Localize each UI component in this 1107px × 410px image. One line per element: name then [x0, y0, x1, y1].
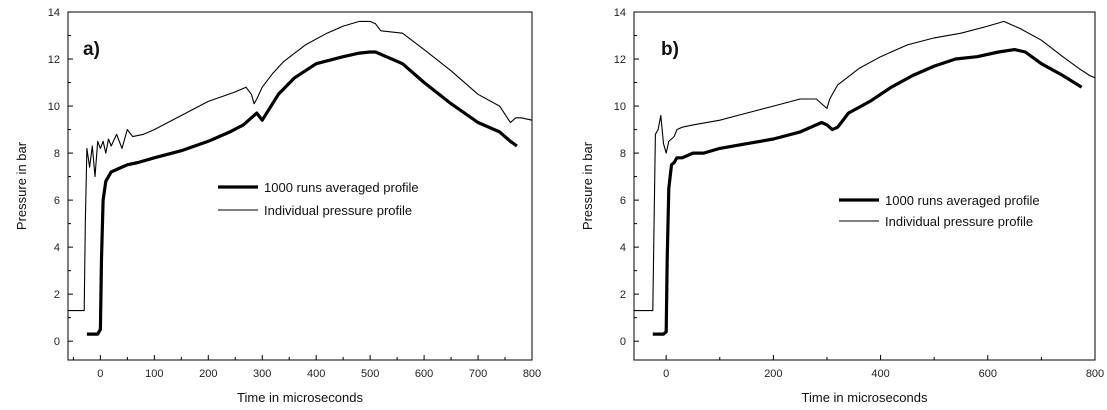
- series-line-individual: [634, 20, 1096, 312]
- y-tick-label: 8: [620, 148, 626, 160]
- legend-label: Individual pressure profile: [264, 203, 412, 218]
- panel-label: a): [83, 39, 100, 60]
- y-tick-label: 10: [48, 101, 60, 113]
- series-line-averaged: [652, 48, 1083, 336]
- y-tick-label: 6: [620, 195, 626, 207]
- x-tick-label: 0: [97, 368, 103, 380]
- y-axis-label: Pressure in bar: [580, 141, 595, 230]
- y-tick-label: 8: [54, 148, 60, 160]
- y-tick-label: 0: [54, 336, 60, 348]
- x-tick-label: 200: [199, 368, 217, 380]
- y-tick-label: 4: [620, 242, 626, 254]
- y-tick-label: 12: [48, 54, 60, 66]
- x-tick-label: 300: [253, 368, 271, 380]
- y-tick-label: 10: [614, 101, 626, 113]
- chart-b: 0 2 4 6 8 10 12 14 0 200 400 600 800 Time in microsec…: [580, 7, 1104, 405]
- series-line-individual: [68, 20, 533, 312]
- legend-label: Individual pressure profile: [885, 214, 1033, 229]
- x-axis-label: Time in microseconds: [237, 390, 363, 405]
- x-tick-label: 600: [415, 368, 433, 380]
- series-line-averaged: [86, 50, 518, 336]
- y-tick-label: 2: [620, 289, 626, 301]
- y-tick-label: 14: [614, 7, 626, 19]
- x-axis-label: Time in microseconds: [802, 390, 928, 405]
- y-tick-label: 2: [54, 289, 60, 301]
- x-tick-label: 200: [764, 368, 782, 380]
- plot-frame: [633, 11, 1096, 361]
- y-tick-label: 6: [54, 195, 60, 207]
- chart-a: 0 2 4 6 8 10 12 14 0 100 200 300 400 500 600 700 800 Time…: [14, 7, 541, 405]
- legend-label: 1000 runs averaged profile: [885, 193, 1040, 208]
- x-tick-label: 600: [979, 368, 997, 380]
- x-tick-label: 800: [523, 368, 541, 380]
- x-tick-label: 400: [871, 368, 889, 380]
- x-tick-label: 700: [469, 368, 487, 380]
- x-tick-label: 500: [361, 368, 379, 380]
- x-tick-label: 0: [663, 368, 669, 380]
- x-tick-label: 400: [307, 368, 325, 380]
- x-tick-label: 800: [1086, 368, 1104, 380]
- plot-frame: [67, 11, 533, 361]
- y-axis-label: Pressure in bar: [14, 141, 29, 230]
- y-tick-label: 0: [620, 336, 626, 348]
- chart-panel-b: 0 2 4 6 8 10 12 14 0 200 400 600 800 Time in microsec…: [560, 0, 1107, 410]
- y-tick-label: 14: [48, 7, 60, 19]
- chart-panel-a: 0 2 4 6 8 10 12 14 0 100 200 300 400 500 600 700 800 Time…: [0, 0, 553, 410]
- x-tick-label: 100: [145, 368, 163, 380]
- legend-label: 1000 runs averaged profile: [264, 180, 419, 195]
- panel-label: b): [661, 39, 679, 60]
- y-tick-label: 4: [54, 242, 60, 254]
- y-tick-label: 12: [614, 54, 626, 66]
